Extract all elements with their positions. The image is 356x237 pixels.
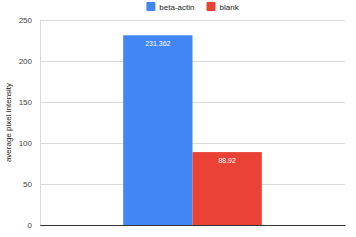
y-tick-label: 100 [19, 139, 33, 148]
y-tick: 100 [19, 139, 40, 148]
y-tick: 150 [19, 98, 40, 107]
y-axis: 0 50 100 150 200 250 [19, 16, 41, 230]
y-axis-title: average pixel intensity [4, 83, 13, 162]
y-tick-label: 0 [28, 221, 33, 230]
y-tick-label: 50 [23, 180, 32, 189]
grid-line [40, 20, 345, 21]
legend-label: beta-actin [159, 3, 194, 12]
bar [193, 152, 262, 225]
data-label: 231.362 [145, 40, 170, 47]
y-tick-label: 250 [19, 16, 33, 25]
y-tick: 0 [28, 221, 40, 230]
y-tick-label: 150 [19, 98, 33, 107]
legend-item: blank [207, 2, 240, 12]
plot: 0 50 100 150 200 250 231.362 88.92 [19, 16, 346, 230]
legend-swatch [207, 2, 216, 11]
y-tick-label: 200 [19, 57, 33, 66]
data-labels: 231.362 88.92 [145, 40, 236, 164]
legend: beta-actin blank [146, 2, 239, 12]
bar [123, 35, 192, 225]
legend-item: beta-actin [146, 2, 194, 12]
x-axis-line [41, 225, 346, 226]
y-axis-line [40, 21, 41, 226]
bars [123, 35, 262, 225]
chart: 0 50 100 150 200 250 231.362 88.92 average pixel… [0, 0, 356, 237]
data-label: 88.92 [218, 157, 236, 164]
y-tick: 250 [19, 16, 40, 25]
y-tick: 50 [23, 180, 40, 189]
y-tick: 200 [19, 57, 40, 66]
grid [40, 20, 345, 225]
legend-swatch [146, 2, 155, 11]
legend-label: blank [220, 3, 240, 12]
